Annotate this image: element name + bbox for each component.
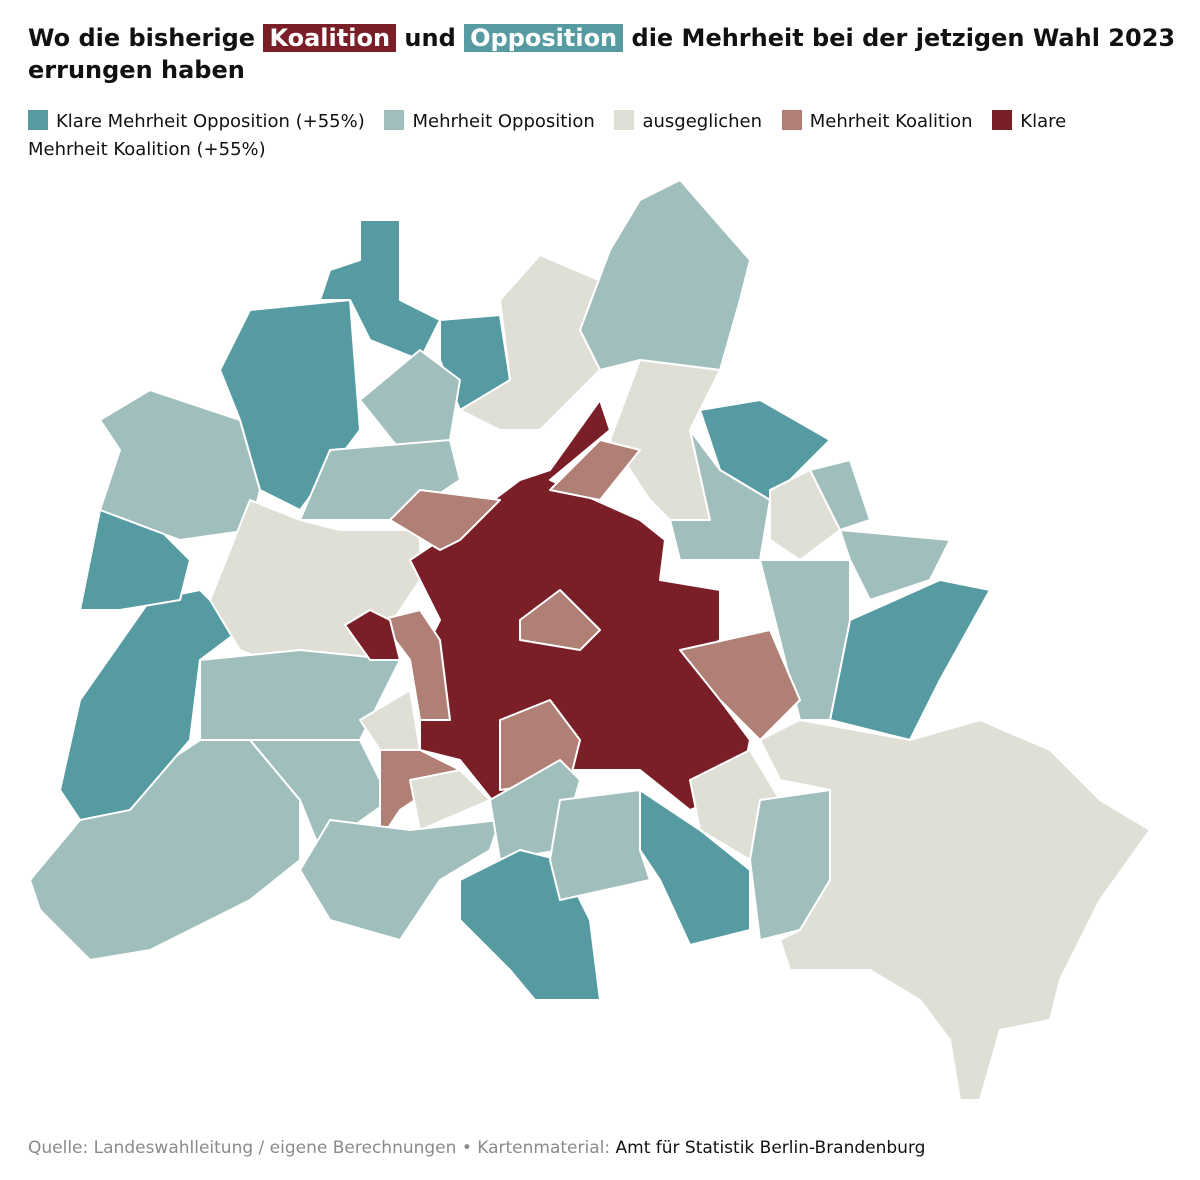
district <box>579 179 751 371</box>
source: Quelle: Landeswahlleitung / eigene Berec… <box>28 1138 611 1158</box>
legend: Klare Mehrheit Opposition (+55%) Mehrhei… <box>28 108 1148 164</box>
district <box>639 789 751 946</box>
district <box>679 629 801 741</box>
district <box>344 609 401 661</box>
legend-label: Mehrheit Opposition <box>412 111 595 132</box>
district <box>829 579 991 741</box>
district <box>519 589 601 651</box>
legend-label: Klare Mehrheit Opposition (+55%) <box>56 111 365 132</box>
district <box>839 529 951 601</box>
title-text: Wo die bisherige <box>28 24 256 52</box>
district <box>549 439 641 501</box>
title-highlight: Opposition <box>464 24 624 52</box>
district <box>59 589 241 821</box>
legend-item: Klare Mehrheit Opposition (+55%) <box>28 110 365 132</box>
district <box>809 459 871 531</box>
title-highlight: Koalition <box>263 24 397 52</box>
title: Wo die bisherige Koalition und Oppositio… <box>28 22 1178 86</box>
district <box>459 254 611 431</box>
legend-label: ausgeglichen <box>642 111 762 132</box>
legend-swatch <box>614 110 635 130</box>
legend-item: Mehrheit Opposition <box>384 110 595 132</box>
district <box>699 399 831 501</box>
district <box>359 689 421 751</box>
district <box>549 789 651 901</box>
legend-swatch <box>384 110 405 130</box>
district <box>389 489 501 551</box>
footer: Quelle: Landeswahlleitung / eigene Berec… <box>28 1138 925 1158</box>
legend-swatch <box>992 110 1013 130</box>
legend-item: Mehrheit Koalition <box>781 110 973 132</box>
district <box>379 609 451 721</box>
district <box>319 219 441 361</box>
district <box>769 469 841 561</box>
title-text: und <box>404 24 456 52</box>
legend-item: ausgeglichen <box>614 110 762 132</box>
district <box>759 559 851 721</box>
legend-label: Mehrheit Koalition <box>809 111 973 132</box>
credit: Amt für Statistik Berlin-Brandenburg <box>615 1138 926 1158</box>
district <box>199 649 401 741</box>
legend-item: Klare Mehrheit Koalition (+55%) <box>28 110 1067 160</box>
legend-swatch <box>781 110 802 130</box>
district <box>299 819 501 941</box>
legend-label: Klare Mehrheit Koalition (+55%) <box>28 111 1067 160</box>
district <box>669 429 771 561</box>
legend-swatch <box>28 110 48 130</box>
title-text: die Mehrheit bei der jetzigen Wahl 2023 … <box>28 24 1176 84</box>
district <box>759 719 1151 1101</box>
map <box>29 179 1151 1101</box>
district <box>609 359 721 531</box>
district <box>359 349 461 451</box>
